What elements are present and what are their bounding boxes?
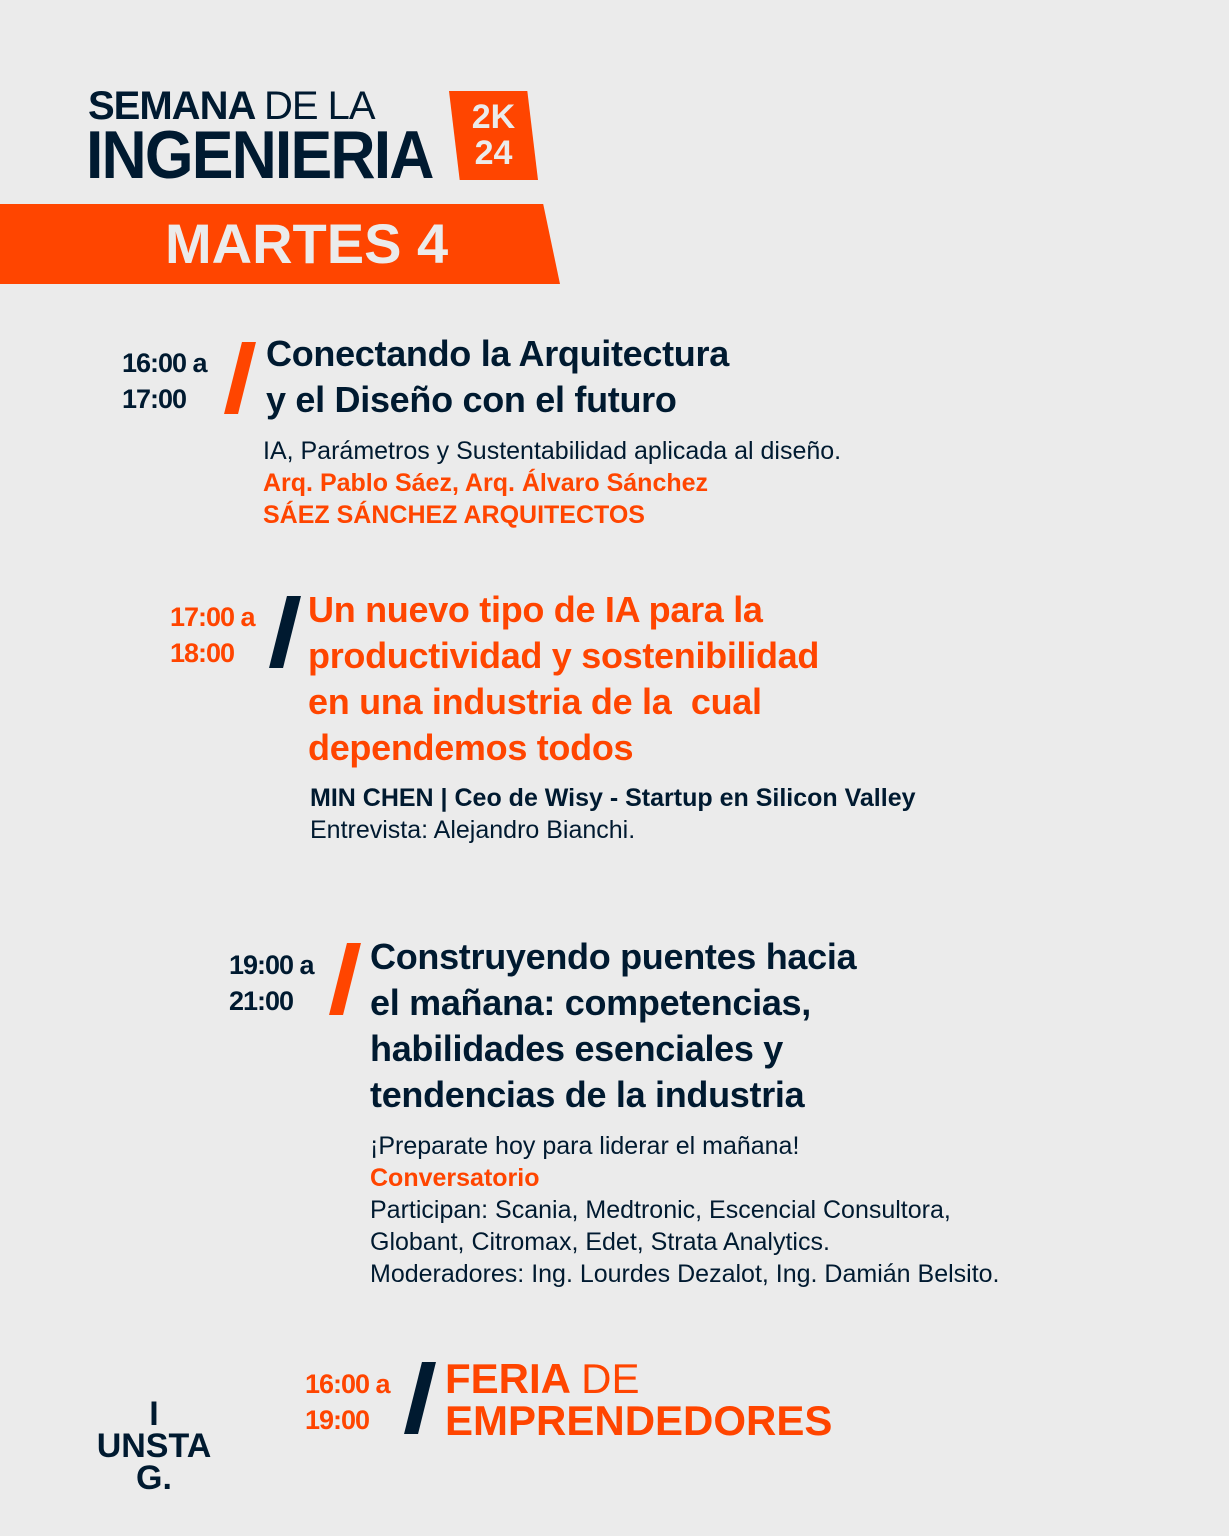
session-3-title: Construyendo puentes hacia el mañana: co… bbox=[370, 934, 857, 1118]
title-line: Conectando la Arquitectura bbox=[266, 333, 729, 374]
session-2-time: 17:00 a 18:00 bbox=[170, 599, 256, 671]
session-3-time: 19:00 a 21:00 bbox=[229, 947, 315, 1019]
slash-divider bbox=[329, 943, 361, 1015]
unsta-logo: I UNSTA G. bbox=[90, 1395, 218, 1497]
session-speakers: Arq. Pablo Sáez, Arq. Álvaro Sánchez bbox=[263, 469, 709, 497]
session-1-time: 16:00 a 17:00 bbox=[122, 345, 208, 417]
session-1-details: IA, Parámetros y Sustentabilidad aplicad… bbox=[263, 435, 841, 531]
time-start: 16:00 a bbox=[122, 348, 208, 378]
session-participants: Participan: Scania, Medtronic, Escencial… bbox=[370, 1196, 951, 1224]
session-company: SÁEZ SÁNCHEZ ARQUITECTOS bbox=[263, 501, 645, 529]
title-bold: FERIA bbox=[445, 1355, 570, 1402]
session-subtitle: IA, Parámetros y Sustentabilidad aplicad… bbox=[263, 437, 842, 465]
day-banner bbox=[0, 204, 560, 284]
session-moderators: Moderadores: Ing. Lourdes Dezalot, Ing. … bbox=[370, 1260, 1000, 1288]
time-end: 17:00 bbox=[122, 384, 187, 414]
logo-line: I bbox=[149, 1395, 159, 1433]
badge-bottom: 24 bbox=[474, 134, 513, 172]
slash-divider bbox=[269, 596, 301, 668]
title-line: tendencias de la industria bbox=[370, 1074, 805, 1115]
title-line: dependemos todos bbox=[308, 727, 634, 768]
title-light: DE bbox=[581, 1355, 640, 1402]
title-line: Construyendo puentes hacia bbox=[370, 936, 857, 977]
title-line: EMPRENDEDORES bbox=[445, 1397, 833, 1444]
session-2-details: MIN CHEN | Ceo de Wisy - Startup en Sili… bbox=[310, 782, 916, 846]
time-start: 17:00 a bbox=[170, 602, 256, 632]
time-end: 18:00 bbox=[170, 638, 235, 668]
title-line: en una industria de la cual bbox=[308, 681, 762, 722]
slash-divider bbox=[404, 1362, 436, 1434]
title-line: habilidades esenciales y bbox=[370, 1028, 784, 1069]
day-title: MARTES 4 bbox=[165, 212, 449, 275]
time-start: 19:00 a bbox=[229, 950, 315, 980]
logo-text-bold: SEMANA bbox=[88, 84, 255, 128]
logo-line: G. bbox=[136, 1459, 172, 1497]
session-speaker: MIN CHEN | Ceo de Wisy - Startup en Sili… bbox=[310, 784, 916, 812]
year-badge: 2K 24 bbox=[449, 91, 538, 180]
title-line: el mañana: competencias, bbox=[370, 982, 811, 1023]
title-line: y el Diseño con el futuro bbox=[266, 379, 677, 420]
title-line: Un nuevo tipo de IA para la bbox=[308, 589, 763, 630]
title-line: productividad y sostenibilidad bbox=[308, 635, 820, 676]
session-subtitle: ¡Preparate hoy para liderar el mañana! bbox=[370, 1132, 800, 1160]
session-interviewer: Entrevista: Alejandro Bianchi. bbox=[310, 816, 636, 844]
session-1-title: Conectando la Arquitectura y el Diseño co… bbox=[266, 331, 729, 423]
session-participants: Globant, Citromax, Edet, Strata Analytic… bbox=[370, 1228, 830, 1256]
session-4-time: 16:00 a 19:00 bbox=[305, 1366, 391, 1438]
session-4-title: FERIA DE EMPRENDEDORES bbox=[445, 1358, 832, 1442]
session-2-title: Un nuevo tipo de IA para la productivida… bbox=[308, 587, 819, 771]
session-3-details: ¡Preparate hoy para liderar el mañana! C… bbox=[370, 1130, 1000, 1290]
time-end: 19:00 bbox=[305, 1405, 370, 1435]
logo-line: UNSTA bbox=[96, 1427, 212, 1465]
session-format: Conversatorio bbox=[370, 1164, 540, 1192]
slash-divider bbox=[224, 342, 256, 414]
event-logo-line2: INGENIERIA bbox=[86, 117, 434, 193]
time-end: 21:00 bbox=[229, 986, 294, 1016]
event-logo-line1: SEMANA DE LA bbox=[88, 84, 376, 128]
badge-top: 2K bbox=[471, 98, 516, 136]
logo-text-light: DE LA bbox=[263, 84, 376, 128]
time-start: 16:00 a bbox=[305, 1369, 391, 1399]
